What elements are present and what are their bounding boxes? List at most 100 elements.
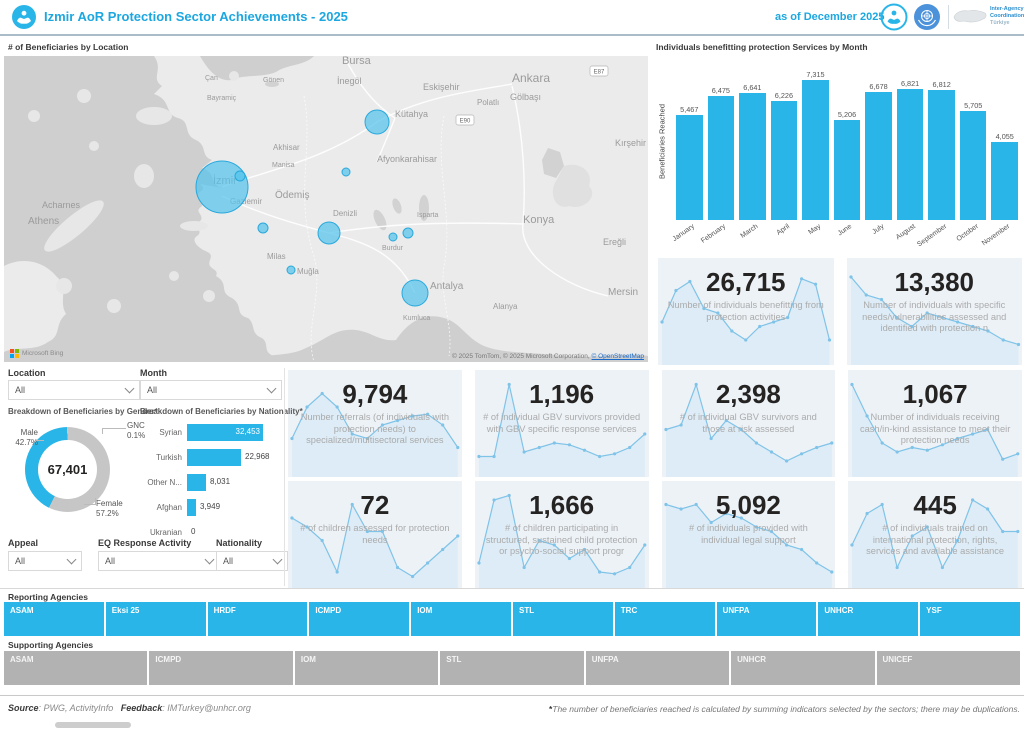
nationality-bar[interactable] <box>187 424 263 441</box>
reporting-agency-box[interactable]: UNHCR <box>818 602 919 636</box>
map-city-label: Afyonkarahisar <box>377 154 437 164</box>
map-bubble[interactable] <box>388 232 398 242</box>
location-filter[interactable]: All <box>8 380 140 400</box>
map-bubble[interactable] <box>257 222 269 234</box>
kpi-value: 9,794 <box>342 379 408 409</box>
bar[interactable] <box>676 115 703 220</box>
chevron-down-icon <box>272 554 283 565</box>
kpi-card[interactable]: 5,092 # of individuals provided with indi… <box>661 481 836 588</box>
bar[interactable] <box>739 93 766 220</box>
month-bar[interactable]: 4,055 November <box>981 58 1019 247</box>
supporting-agency-box[interactable]: UNICEF <box>876 651 1020 685</box>
nationality-bar-row[interactable]: Afghan 3,949 <box>140 495 282 520</box>
map-bubble[interactable] <box>364 109 390 135</box>
map-city-label: Denizli <box>333 209 357 218</box>
reporting-agency-box[interactable]: YSF <box>920 602 1020 636</box>
kpi-card[interactable]: 26,715 Number of individuals benefitting … <box>658 258 834 365</box>
bar[interactable] <box>928 90 955 220</box>
nationality-bar-row[interactable]: Turkish 22,968 <box>140 445 282 470</box>
map-bubble[interactable] <box>317 221 341 245</box>
supporting-agency-box[interactable]: IOM <box>294 651 439 685</box>
month-bar[interactable]: 7,315 May <box>802 58 829 236</box>
supporting-agency-box[interactable]: ASAM <box>4 651 148 685</box>
kpi-description: # of children assessed for protection ne… <box>300 523 450 545</box>
nationality-bar-row[interactable]: Ukranian 0 <box>140 520 282 545</box>
eq-response-filter[interactable]: All <box>98 551 220 571</box>
kpi-card[interactable]: 1,067 Number of individuals receiving cas… <box>848 370 1022 477</box>
map-city-label: Gölbaşı <box>510 92 541 102</box>
nationality-bar-row[interactable]: Other N... 8,031 <box>140 470 282 495</box>
month-bar[interactable]: 6,475 February <box>701 58 735 245</box>
map-bubble[interactable] <box>234 170 246 182</box>
kpi-description: Number of individuals benefitting from p… <box>667 300 824 322</box>
bar[interactable] <box>770 101 798 220</box>
map-bubble[interactable] <box>401 279 429 307</box>
bar[interactable] <box>959 111 987 220</box>
bar-value-label: 6,678 <box>869 82 888 91</box>
kpi-description: Number of individuals with specific need… <box>862 300 1007 334</box>
map-bubble[interactable] <box>341 167 351 177</box>
kpi-card[interactable]: 72 # of children assessed for protection … <box>288 481 462 588</box>
map-bubble[interactable] <box>402 227 414 239</box>
openstreetmap-link[interactable]: © OpenStreetMap <box>591 353 644 360</box>
header-divider <box>948 5 949 29</box>
footer-source: Source: PWG, ActivityInfo Feedback: IMTu… <box>8 703 251 713</box>
nationality-filter[interactable]: All <box>216 551 288 571</box>
reporting-agency-box[interactable]: UNFPA <box>716 602 817 636</box>
month-filter[interactable]: All <box>140 380 282 400</box>
gender-donut-chart[interactable]: 67,401 <box>25 427 110 512</box>
month-bar[interactable]: 6,641 March <box>739 58 766 240</box>
bar[interactable] <box>896 89 924 220</box>
appeal-filter[interactable]: All <box>8 551 82 571</box>
kpi-row-top: 26,715 Number of individuals benefitting … <box>658 258 1022 365</box>
donut-hole: 67,401 <box>38 440 97 499</box>
kpi-card[interactable]: 2,398 # of individual GBV survivors and t… <box>661 370 836 477</box>
kpi-card[interactable]: 13,380 Number of individuals with specifi… <box>846 258 1022 365</box>
kpi-card[interactable]: 445 # of individuals trained on internati… <box>848 481 1022 588</box>
kpi-card[interactable]: 1,196 # of individual GBV survivors provi… <box>474 370 649 477</box>
bar[interactable] <box>991 142 1019 220</box>
month-bar[interactable]: 5,467 January <box>672 58 703 243</box>
month-bar[interactable]: 6,226 April <box>770 58 798 237</box>
month-bar[interactable]: 6,821 August <box>895 58 924 241</box>
month-bar[interactable]: 6,812 September <box>916 58 955 248</box>
reporting-agency-box[interactable]: ICMPD <box>309 602 410 636</box>
supporting-agency-box[interactable]: STL <box>440 651 584 685</box>
map-city-label: Bursa <box>342 56 372 67</box>
supporting-agency-box[interactable]: ICMPD <box>149 651 293 685</box>
reporting-agency-box[interactable]: ASAM <box>4 602 104 636</box>
beneficiaries-map[interactable]: E87 E90 Bursa İnegöl Eskişehir Ankara Polatlı… <box>4 56 648 362</box>
horizontal-scrollbar-thumb[interactable] <box>55 722 131 728</box>
map-bubble[interactable] <box>286 265 296 275</box>
map-city-label: Ereğli <box>603 237 626 247</box>
bar[interactable] <box>833 120 861 220</box>
reporting-agency-box[interactable]: STL <box>512 602 613 636</box>
eq-filter-label: EQ Response Activity <box>98 538 192 548</box>
nationality-bar[interactable] <box>187 449 241 466</box>
nationality-bar[interactable] <box>187 499 196 516</box>
map-city-label: Alanya <box>493 302 518 311</box>
bar[interactable] <box>707 96 735 220</box>
supporting-agency-box[interactable]: UNFPA <box>585 651 730 685</box>
month-axis-label: January <box>671 223 696 244</box>
kpi-card[interactable]: 1,666 # of children participating in stru… <box>474 481 649 588</box>
month-bar[interactable]: 6,678 July <box>865 58 892 236</box>
nationality-bar-row[interactable]: Syrian 32,453 <box>140 420 282 445</box>
reporting-agency-box[interactable]: Eksi 25 <box>105 602 206 636</box>
gender-total: 67,401 <box>47 462 88 477</box>
reporting-agency-box[interactable]: HRDF <box>207 602 308 636</box>
month-axis-label: August <box>894 223 917 242</box>
bar[interactable] <box>865 92 892 220</box>
reporting-agency-box[interactable]: IOM <box>411 602 511 636</box>
kpi-card[interactable]: 9,794 Number referrals (of individuals wi… <box>288 370 462 477</box>
month-bar[interactable]: 5,705 October <box>955 58 987 243</box>
supporting-agency-box[interactable]: UNHCR <box>731 651 875 685</box>
map-bubble[interactable] <box>195 160 249 214</box>
month-bar[interactable]: 5,206 June <box>833 58 861 237</box>
reporting-agency-box[interactable]: TRC <box>614 602 715 636</box>
road-shield <box>455 114 475 126</box>
map-city-label: Ankara <box>512 71 550 85</box>
nationality-bar[interactable] <box>187 474 206 491</box>
bar[interactable] <box>802 80 829 220</box>
kpi-value: 1,196 <box>529 379 595 409</box>
